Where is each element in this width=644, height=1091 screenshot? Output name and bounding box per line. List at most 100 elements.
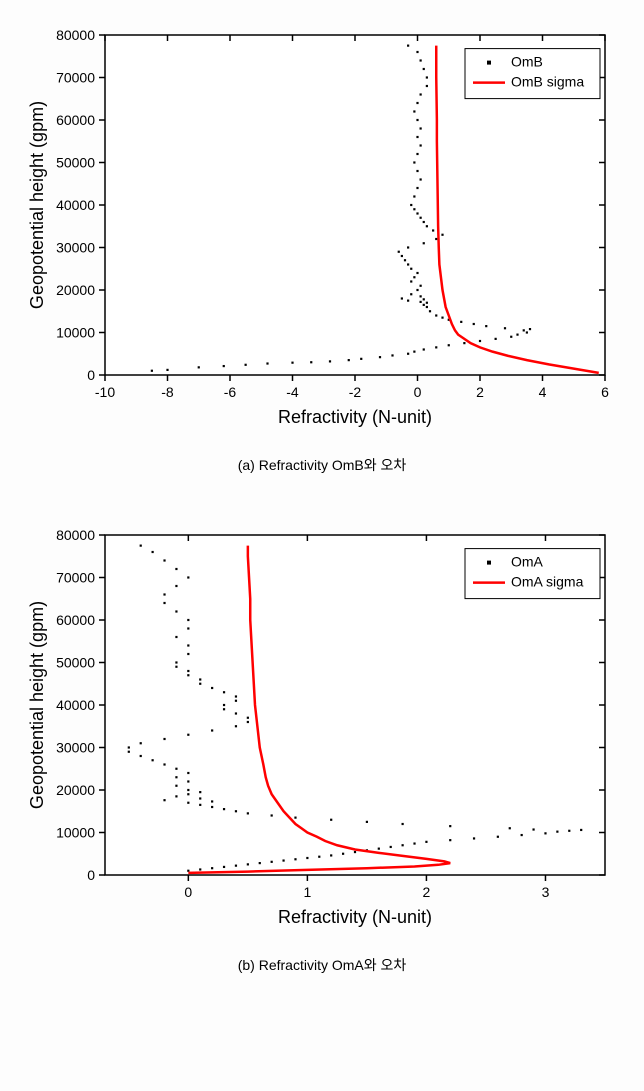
x-tick-label: 4 xyxy=(539,384,547,400)
scatter-point xyxy=(420,93,422,95)
legend-marker-scatter xyxy=(487,561,491,565)
scatter-point xyxy=(211,800,213,802)
scatter-point xyxy=(199,804,201,806)
y-tick-label: 40000 xyxy=(56,697,95,713)
y-tick-label: 40000 xyxy=(56,197,95,213)
scatter-point xyxy=(521,834,523,836)
scatter-point xyxy=(426,85,428,87)
scatter-point xyxy=(416,102,418,104)
scatter-point xyxy=(544,832,546,834)
scatter-point xyxy=(420,295,422,297)
scatter-point xyxy=(187,793,189,795)
scatter-point xyxy=(420,301,422,303)
legend-label: OmB sigma xyxy=(511,74,584,90)
scatter-point xyxy=(247,863,249,865)
scatter-point xyxy=(360,358,362,360)
scatter-point xyxy=(330,819,332,821)
scatter-point xyxy=(235,700,237,702)
scatter-point xyxy=(187,789,189,791)
scatter-point xyxy=(410,268,412,270)
scatter-point xyxy=(266,362,268,364)
scatter-point xyxy=(425,841,427,843)
scatter-point xyxy=(413,351,415,353)
x-tick-label: 6 xyxy=(601,384,609,400)
scatter-point xyxy=(199,678,201,680)
scatter-point xyxy=(516,334,518,336)
scatter-point xyxy=(342,853,344,855)
scatter-point xyxy=(175,661,177,663)
scatter-point xyxy=(140,742,142,744)
y-tick-label: 10000 xyxy=(56,825,95,841)
scatter-point xyxy=(416,212,418,214)
scatter-point xyxy=(379,356,381,358)
scatter-point xyxy=(235,725,237,727)
scatter-point xyxy=(199,868,201,870)
scatter-point xyxy=(460,321,462,323)
scatter-point xyxy=(420,178,422,180)
scatter-point xyxy=(504,327,506,329)
scatter-point xyxy=(294,817,296,819)
scatter-point xyxy=(271,814,273,816)
scatter-point xyxy=(410,293,412,295)
scatter-point xyxy=(426,76,428,78)
scatter-point xyxy=(416,153,418,155)
scatter-point xyxy=(473,323,475,325)
scatter-point xyxy=(416,272,418,274)
scatter-point xyxy=(152,551,154,553)
x-axis-label: Refractivity (N-unit) xyxy=(278,407,432,427)
scatter-point xyxy=(223,691,225,693)
scatter-point xyxy=(211,729,213,731)
scatter-point xyxy=(426,225,428,227)
scatter-point xyxy=(410,204,412,206)
scatter-point xyxy=(175,610,177,612)
scatter-point xyxy=(199,791,201,793)
scatter-point xyxy=(423,242,425,244)
scatter-point xyxy=(282,859,284,861)
scatter-point xyxy=(432,229,434,231)
scatter-point xyxy=(479,340,481,342)
x-tick-label: 0 xyxy=(414,384,422,400)
scatter-point xyxy=(211,806,213,808)
scatter-point xyxy=(247,721,249,723)
scatter-point xyxy=(420,285,422,287)
scatter-point xyxy=(175,568,177,570)
legend-label: OmB xyxy=(511,54,543,70)
scatter-point xyxy=(407,300,409,302)
scatter-point xyxy=(330,854,332,856)
scatter-point xyxy=(187,627,189,629)
scatter-point xyxy=(310,361,312,363)
scatter-point xyxy=(235,712,237,714)
scatter-point xyxy=(306,857,308,859)
legend-label: OmA sigma xyxy=(511,574,584,590)
scatter-point xyxy=(235,865,237,867)
y-tick-label: 20000 xyxy=(56,282,95,298)
scatter-point xyxy=(175,585,177,587)
scatter-point xyxy=(404,259,406,261)
scatter-point xyxy=(416,289,418,291)
scatter-point xyxy=(223,365,225,367)
scatter-point xyxy=(429,310,431,312)
scatter-point xyxy=(259,862,261,864)
scatter-point xyxy=(441,317,443,319)
scatter-point xyxy=(223,708,225,710)
scatter-point xyxy=(187,802,189,804)
y-tick-label: 80000 xyxy=(56,527,95,543)
scatter-point xyxy=(401,255,403,257)
scatter-point xyxy=(420,127,422,129)
scatter-point xyxy=(402,823,404,825)
y-tick-label: 0 xyxy=(87,367,95,383)
scatter-point xyxy=(416,136,418,138)
y-tick-label: 60000 xyxy=(56,612,95,628)
scatter-point xyxy=(235,810,237,812)
scatter-point xyxy=(529,328,531,330)
scatter-point xyxy=(473,837,475,839)
scatter-point xyxy=(175,795,177,797)
scatter-point xyxy=(211,687,213,689)
scatter-point xyxy=(416,51,418,53)
scatter-point xyxy=(426,306,428,308)
scatter-point xyxy=(163,559,165,561)
scatter-point xyxy=(348,359,350,361)
scatter-point xyxy=(463,342,465,344)
scatter-point xyxy=(271,861,273,863)
scatter-point xyxy=(523,329,525,331)
